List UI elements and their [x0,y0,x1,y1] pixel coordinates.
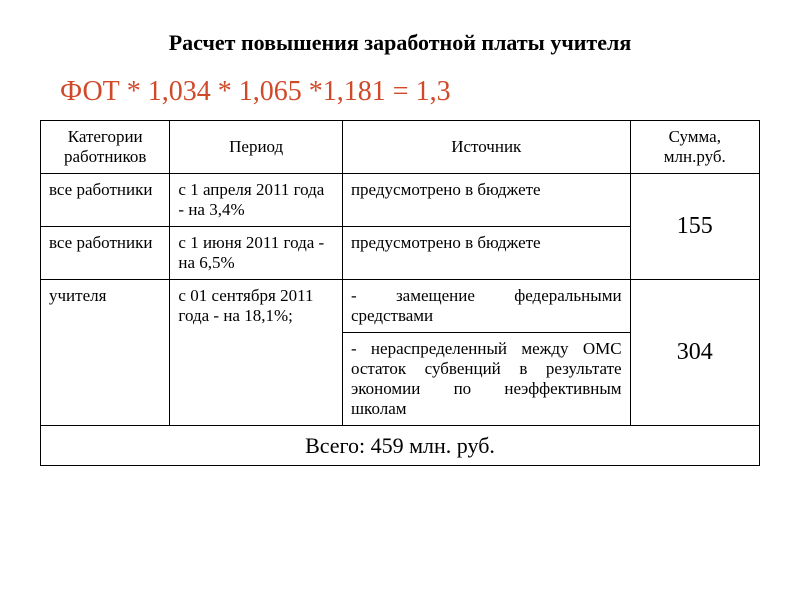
header-period: Период [170,121,343,174]
header-source: Источник [342,121,630,174]
cell-source: предусмотрено в бюджете [342,227,630,280]
footer-total: Всего: 459 млн. руб. [41,426,760,466]
cell-period: с 01 сентября 2011 года - на 18,1%; [170,280,343,426]
cell-period: с 1 апреля 2011 года - на 3,4% [170,174,343,227]
cell-sum: 304 [630,280,759,426]
cell-category: все работники [41,174,170,227]
cell-sum: 155 [630,174,759,280]
cell-source: - замещение федеральными средствами [342,280,630,333]
cell-source: - нераспределенный между ОМС остаток суб… [342,333,630,426]
header-category: Категории работников [41,121,170,174]
salary-table: Категории работников Период Источник Сум… [40,120,760,466]
table-row: все работники с 1 апреля 2011 года - на … [41,174,760,227]
table-row: учителя с 01 сентября 2011 года - на 18,… [41,280,760,333]
table-header-row: Категории работников Период Источник Сум… [41,121,760,174]
cell-category: учителя [41,280,170,426]
cell-period: с 1 июня 2011 года - на 6,5% [170,227,343,280]
formula-text: ФОТ * 1,034 * 1,065 *1,181 = 1,3 [40,76,760,108]
header-sum: Сумма, млн.руб. [630,121,759,174]
page-title: Расчет повышения заработной платы учител… [40,30,760,56]
cell-source: предусмотрено в бюджете [342,174,630,227]
cell-category: все работники [41,227,170,280]
table-footer-row: Всего: 459 млн. руб. [41,426,760,466]
